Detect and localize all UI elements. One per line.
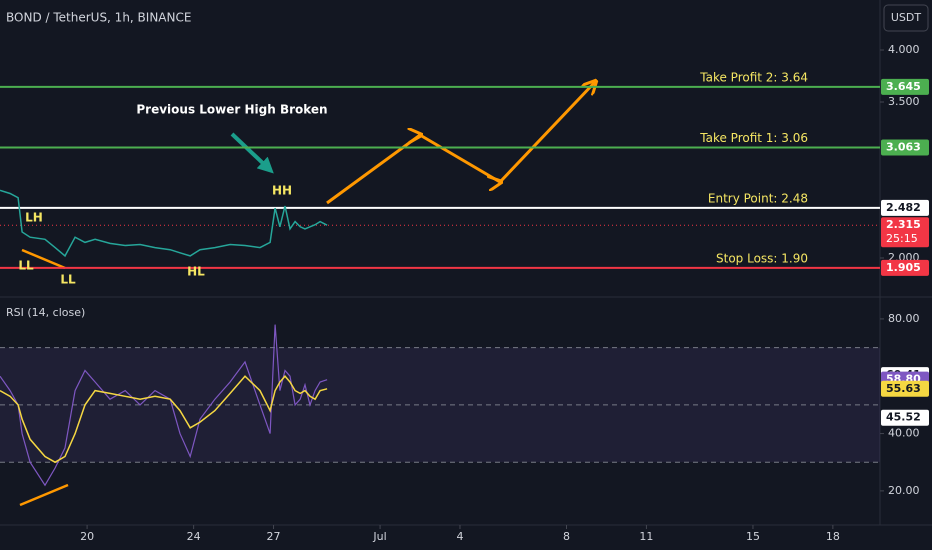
x-tick-label: 8 — [563, 530, 570, 543]
rsi-badge-bg — [881, 380, 929, 397]
last-price-bg — [881, 217, 929, 248]
x-tick-label: Jul — [372, 530, 386, 543]
annotation: LL — [60, 273, 76, 287]
x-tick-label: 15 — [746, 530, 760, 543]
annotation: LL — [18, 259, 34, 273]
chart-title: BOND / TetherUS, 1h, BINANCE — [6, 11, 191, 25]
annotation: HL — [187, 265, 205, 279]
price-divergence-line — [21, 248, 66, 270]
level-badge: 1.905 — [886, 261, 921, 274]
series-line — [0, 189, 328, 258]
x-tick-label: 24 — [187, 530, 201, 543]
level-label: Take Profit 1: 3.06 — [699, 131, 808, 145]
rsi-divergence-line — [19, 483, 69, 507]
level-badge-bg — [881, 139, 929, 156]
rsi-badge: 55.63 — [886, 382, 921, 395]
rsi-badge: 45.52 — [886, 411, 921, 424]
series-line — [0, 324, 328, 487]
x-tick-label: 4 — [456, 530, 463, 543]
projection-arrow — [326, 82, 595, 205]
level-badge-bg — [881, 259, 929, 276]
level-badge: 2.482 — [886, 201, 921, 214]
level-badge: 3.645 — [886, 80, 921, 93]
y-tick-label: 40.00 — [888, 427, 920, 440]
level-label: Take Profit 2: 3.64 — [699, 70, 808, 84]
level-badge-bg — [881, 78, 929, 95]
y-tick-label: 80.00 — [888, 312, 920, 325]
currency[interactable]: USDT — [891, 11, 922, 24]
last-price: 2.315 — [886, 218, 921, 231]
series-line — [0, 375, 328, 464]
level-badge-bg — [881, 199, 929, 216]
annotation: Previous Lower High Broken — [136, 103, 327, 117]
y-tick-label: 20.00 — [888, 484, 920, 497]
y-tick-label: 4.000 — [888, 43, 920, 56]
x-tick-label: 20 — [80, 530, 94, 543]
pointer-arrow — [230, 132, 274, 174]
rsi-badge-bg — [881, 409, 929, 426]
x-tick-label: 27 — [267, 530, 281, 543]
x-tick-label: 18 — [826, 530, 840, 543]
y-tick-label: 3.500 — [888, 95, 920, 108]
x-tick-label: 11 — [639, 530, 653, 543]
level-badge: 3.063 — [886, 140, 921, 153]
annotation: HH — [272, 184, 292, 198]
rsi-title: RSI (14, close) — [6, 306, 85, 319]
level-label: Entry Point: 2.48 — [708, 191, 808, 205]
level-label: Stop Loss: 1.90 — [716, 251, 808, 265]
annotation: LH — [25, 211, 43, 225]
countdown: 25:15 — [886, 232, 918, 245]
currency-button[interactable] — [883, 4, 929, 32]
